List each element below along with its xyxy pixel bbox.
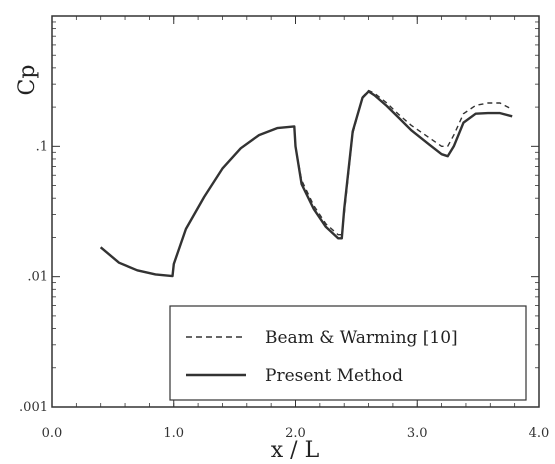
legend-label-present-method: Present Method [265, 366, 403, 386]
legend-label-beam-warming: Beam & Warming [10] [265, 328, 458, 348]
series-layer [99, 89, 513, 278]
x-tick-label: 0.0 [42, 426, 63, 441]
y-tick-label: .001 [19, 400, 48, 415]
x-tick-label: 4.0 [529, 426, 550, 441]
x-tick-label: 2.0 [285, 426, 306, 441]
series-line-present-method [99, 90, 513, 278]
axis-tick-labels: 0.0 1.0 2.0 3.0 4.0 .001 .01 .1 [19, 139, 549, 441]
x-tick-label: 1.0 [163, 426, 184, 441]
y-tick-label: .01 [27, 270, 48, 285]
legend-box [169, 305, 527, 401]
legend: Beam & Warming [10] Present Method [169, 305, 527, 401]
x-tick-label: 3.0 [407, 426, 428, 441]
x-axis-label: x / L [271, 438, 320, 463]
series-line-beam-warming [100, 89, 513, 277]
y-tick-label: .1 [36, 139, 48, 154]
y-axis-label: Cp [15, 65, 40, 96]
axis-ticks [51, 16, 540, 408]
